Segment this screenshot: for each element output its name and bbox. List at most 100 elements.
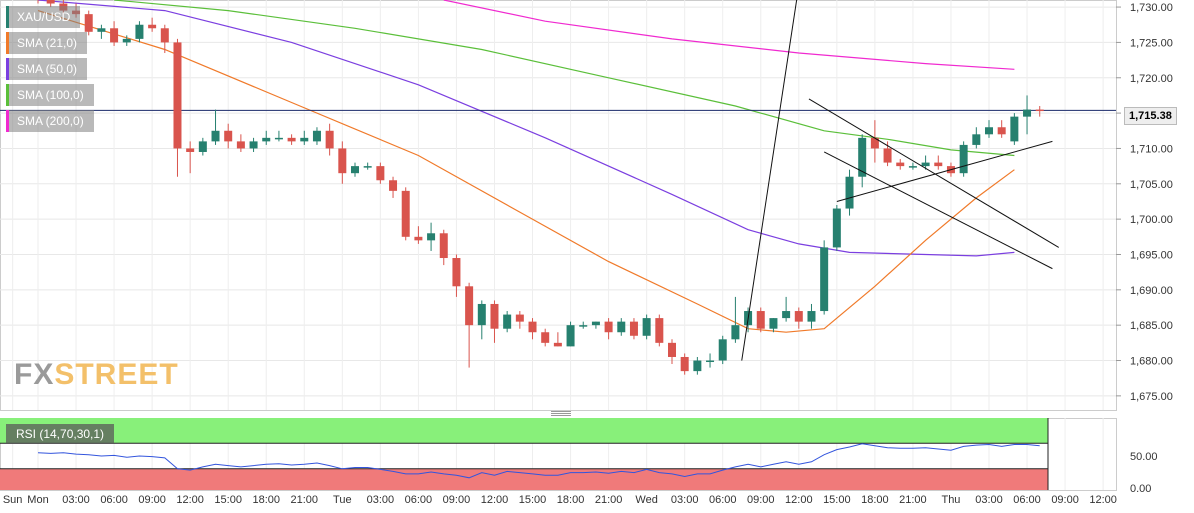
rsi-line [37, 443, 1040, 479]
candle-body [97, 28, 106, 32]
candle-body [756, 311, 765, 329]
x-tick-label: 06:00 [405, 494, 433, 506]
y-tick-label: 1,720.00 [1130, 73, 1173, 85]
legend-item-sma200[interactable]: SMA (200,0) [6, 110, 94, 132]
legend-item-xauusd[interactable]: XAU/USD [6, 6, 81, 28]
rsi-plot-group [0, 418, 1049, 490]
legend-item-sma50[interactable]: SMA (50,0) [6, 58, 88, 80]
y-tick-label: 1,705.00 [1130, 179, 1173, 191]
watermark-part-2: STREET [54, 358, 179, 391]
candle-body [249, 141, 258, 149]
candle-body [135, 24, 144, 39]
x-tick-label: 18:00 [861, 494, 889, 506]
candle-body [122, 38, 131, 43]
pane-resize-handle[interactable] [551, 411, 571, 417]
candle-body [224, 130, 233, 142]
candle-body [972, 134, 981, 145]
legend-item-sma21[interactable]: SMA (21,0) [6, 32, 88, 54]
x-tick-label: 12:00 [176, 494, 204, 506]
y-tick-label: 1,725.00 [1130, 37, 1173, 49]
x-tick-label: 21:00 [291, 494, 319, 506]
candle-body [541, 332, 550, 343]
candle-body [186, 148, 195, 152]
candle-body [427, 233, 436, 241]
trendline [836, 140, 1053, 202]
candle-body [1010, 116, 1019, 142]
rsi-indicator-label[interactable]: RSI (14,70,30,1) [6, 424, 115, 444]
sma200-line [443, 0, 1015, 70]
candle-body [959, 144, 968, 174]
candle-body [655, 318, 664, 343]
candle-body [693, 360, 702, 372]
candle-body [629, 321, 638, 336]
legend-label: SMA (200,0) [17, 114, 84, 128]
main-plot-group [0, 0, 1116, 375]
candle-body [718, 339, 727, 361]
legend-label: SMA (100,0) [17, 88, 84, 102]
x-tick-label: 03:00 [367, 494, 395, 506]
y-tick-label: 1,685.00 [1130, 320, 1173, 332]
legend-item-sma100[interactable]: SMA (100,0) [6, 84, 94, 106]
x-tick-label: 12:00 [785, 494, 813, 506]
candle-body [160, 28, 169, 43]
candle-body [325, 130, 334, 149]
x-tick-label: 12:00 [1089, 494, 1117, 506]
x-tick-label: 03:00 [62, 494, 90, 506]
x-tick-label: 21:00 [595, 494, 623, 506]
x-tick-label: 09:00 [747, 494, 775, 506]
current-price-tag: 1,715.38 [1124, 107, 1177, 125]
x-tick-label: 15:00 [823, 494, 851, 506]
rsi-y-tick-label: 0.00 [1130, 483, 1151, 495]
candle-body [731, 325, 740, 340]
candle-body [820, 247, 829, 312]
candle-body [110, 28, 119, 43]
legend-swatch [6, 6, 9, 28]
candle-body [566, 325, 575, 347]
candle-body [477, 303, 486, 326]
candle-body [579, 325, 588, 327]
x-tick-label: Sun [3, 494, 23, 506]
candle-body [553, 342, 562, 347]
y-tick-label: 1,675.00 [1130, 391, 1173, 403]
candle-body [706, 360, 715, 363]
rsi-y-tick-label: 50.00 [1130, 451, 1158, 463]
rsi-oversold-zone [0, 468, 1048, 490]
candle-body [490, 303, 499, 329]
y-tick-label: 1,700.00 [1130, 214, 1173, 226]
legend-label: SMA (50,0) [17, 62, 78, 76]
candle-body [921, 162, 930, 167]
x-tick-label: 15:00 [214, 494, 242, 506]
candle-body [173, 42, 182, 149]
x-tick-label: 03:00 [975, 494, 1003, 506]
legend-swatch [6, 58, 9, 80]
x-tick-label: 18:00 [557, 494, 585, 506]
x-tick-label: Wed [635, 494, 657, 506]
rsi-overbought-zone [0, 418, 1048, 444]
candle-body [617, 321, 626, 333]
candle-body [148, 24, 157, 29]
candle-body [503, 314, 512, 329]
candle-body [274, 137, 283, 140]
legend-label: SMA (21,0) [17, 36, 78, 50]
candle-body [845, 176, 854, 209]
candle-body [782, 311, 791, 319]
watermark-part-1: FX [14, 358, 55, 391]
candle-body [351, 166, 359, 174]
candle-body [668, 342, 676, 357]
candle-body [389, 180, 398, 191]
candle-body [287, 137, 296, 142]
x-tick-label: 03:00 [671, 494, 699, 506]
trendline [741, 0, 798, 361]
candle-body [198, 141, 207, 152]
candle-body [985, 127, 993, 135]
candle-body [528, 321, 537, 333]
candle-body [858, 137, 867, 177]
candle-body [870, 137, 879, 149]
candle-body [1023, 109, 1032, 117]
sma50-line [37, 0, 1015, 257]
x-tick-label: 12:00 [481, 494, 509, 506]
candle-body [363, 166, 372, 168]
x-tick-label: Tue [333, 494, 352, 506]
